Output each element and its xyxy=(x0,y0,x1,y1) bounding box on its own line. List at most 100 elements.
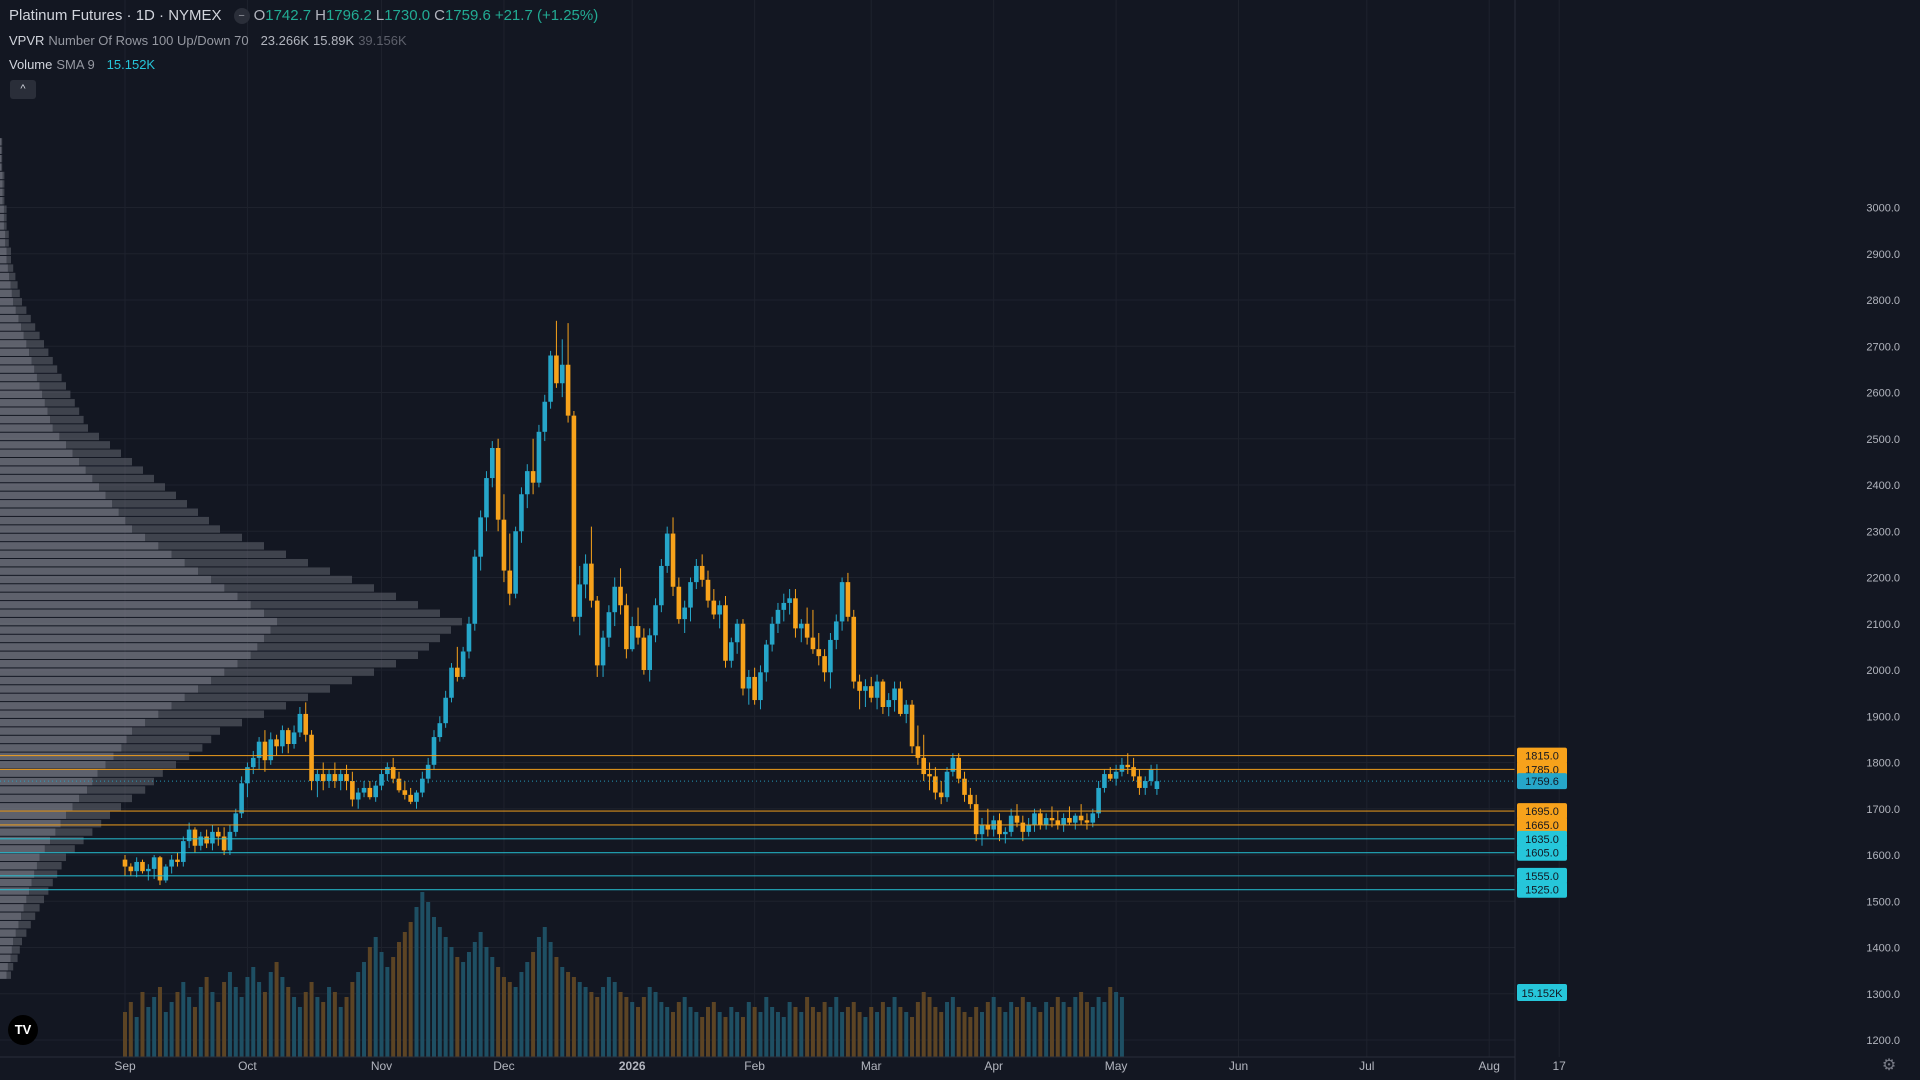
vpvr-row-up xyxy=(0,668,225,676)
volume-bar xyxy=(344,997,349,1057)
vpvr-row-down xyxy=(31,356,53,365)
vpvr-row-up xyxy=(0,710,159,718)
volume-bar xyxy=(496,967,501,1057)
volume-bar xyxy=(531,952,536,1057)
legend-toggle-button[interactable]: ^ xyxy=(10,80,36,99)
price-tick-label: 1900.0 xyxy=(1866,711,1900,723)
volume-bar xyxy=(443,937,448,1057)
vpvr-row-up xyxy=(0,769,98,777)
vpvr-row-down xyxy=(99,483,165,491)
candle-body xyxy=(571,415,577,617)
vpvr-row-up xyxy=(0,466,86,474)
candle-body xyxy=(274,739,279,747)
vpvr-row-down xyxy=(250,651,418,660)
vpvr-row-down xyxy=(79,794,132,803)
candle-body xyxy=(909,704,915,747)
time-axis[interactable]: Sep Oct Nov Dec 2026 Feb Mar Apr May Jun Jul Aug 17 xyxy=(0,1056,1567,1073)
candle-body xyxy=(717,605,722,615)
candle-body xyxy=(192,829,198,846)
candle-body xyxy=(816,649,822,657)
candle-body xyxy=(519,494,524,532)
vpvr-row-down xyxy=(277,617,462,626)
volume-bar xyxy=(875,1012,880,1057)
volume-bar xyxy=(542,927,547,1057)
volume-bar xyxy=(169,1002,174,1057)
volume-bar xyxy=(490,957,495,1057)
candle-body xyxy=(758,672,763,701)
tradingview-logo-icon[interactable]: TV xyxy=(8,1015,38,1045)
volume-bar xyxy=(251,967,256,1057)
candle-body xyxy=(443,697,448,724)
vpvr-row-down xyxy=(55,828,93,836)
volume-bar xyxy=(665,1007,670,1057)
volume-bar xyxy=(362,962,367,1057)
candle-body xyxy=(694,565,699,583)
candle-body xyxy=(1125,764,1131,768)
vpvr-row-up xyxy=(0,887,30,895)
volume-bar xyxy=(589,992,594,1057)
candle-body xyxy=(344,774,349,781)
vpvr-row-down xyxy=(211,575,352,584)
volume-bar xyxy=(1014,1007,1019,1057)
candle-body xyxy=(215,831,221,837)
price-tick-label: 2400.0 xyxy=(1866,480,1900,492)
vpvr-row-up xyxy=(0,508,119,516)
volume-bar xyxy=(210,992,215,1057)
volume-bar xyxy=(974,1007,979,1057)
vpvr-row-up xyxy=(0,483,99,491)
volume-bar xyxy=(391,957,396,1057)
time-tick-label: 17 xyxy=(1553,1059,1567,1073)
vpvr-row-down xyxy=(2,171,5,180)
time-tick-label: Oct xyxy=(238,1059,257,1073)
vpvr-legend[interactable]: VPVR Number Of Rows 100 Up/Down 70 23.266K… xyxy=(9,33,411,49)
volume-bar xyxy=(461,962,466,1057)
volume-bar xyxy=(1084,1002,1089,1057)
vpvr-row-up xyxy=(0,702,172,710)
volume-bar xyxy=(309,982,314,1057)
candle-body xyxy=(1113,771,1119,779)
price-level-label: 1635.0 xyxy=(1525,834,1559,846)
candle-body xyxy=(204,836,209,844)
horizontal-lines[interactable]: 1815.01785.01759.61695.01665.01635.01605… xyxy=(0,747,1567,1001)
candle-body xyxy=(1043,818,1049,825)
candle-body xyxy=(857,681,862,691)
vpvr-row-up xyxy=(0,222,4,230)
vpvr-row-up xyxy=(0,626,271,634)
volume-bar xyxy=(239,997,244,1057)
volume-bar xyxy=(706,1007,710,1057)
vpvr-row-down xyxy=(2,188,5,197)
candle-body xyxy=(1119,764,1125,772)
vpvr-row-up xyxy=(0,870,35,878)
candle-body xyxy=(198,836,204,846)
gear-icon[interactable]: ⚙ xyxy=(1881,1057,1897,1074)
volume-bar xyxy=(402,932,407,1057)
vpvr-row-down xyxy=(44,399,75,407)
vpvr-row-down xyxy=(10,281,18,289)
candle-body xyxy=(227,831,233,851)
candle-body xyxy=(653,605,658,636)
volume-bar xyxy=(157,987,162,1057)
candle-body xyxy=(927,774,932,777)
high-label: H xyxy=(315,7,326,24)
vpvr-row-down xyxy=(13,298,22,306)
vpvr-row-up xyxy=(0,306,16,314)
candle-body xyxy=(775,609,781,624)
volume-bar xyxy=(886,1007,891,1057)
volume-legend[interactable]: Volume SMA 9 15.152K xyxy=(9,57,159,73)
vpvr-row-down xyxy=(2,197,5,205)
time-tick-label: Dec xyxy=(493,1059,514,1073)
price-level-tag xyxy=(1517,867,1567,884)
volume-bar xyxy=(455,957,460,1057)
candle-body xyxy=(186,829,192,842)
vpvr-row-down xyxy=(264,609,440,617)
volume-bar xyxy=(1020,997,1025,1057)
collapse-pill[interactable]: − xyxy=(233,8,250,25)
volume-bar xyxy=(560,967,565,1057)
symbol-legend[interactable]: Platinum Futures · 1D · NYMEX − O1742.7 H17… xyxy=(9,7,602,25)
candle-body xyxy=(915,746,921,758)
volume-bar xyxy=(332,992,337,1057)
volume-bar xyxy=(1061,1002,1066,1057)
volume-bar xyxy=(262,992,267,1057)
price-axis[interactable]: 1200.0 1300.0 1400.0 1500.0 1600.0 1700.0 1800… xyxy=(1514,0,1900,1080)
